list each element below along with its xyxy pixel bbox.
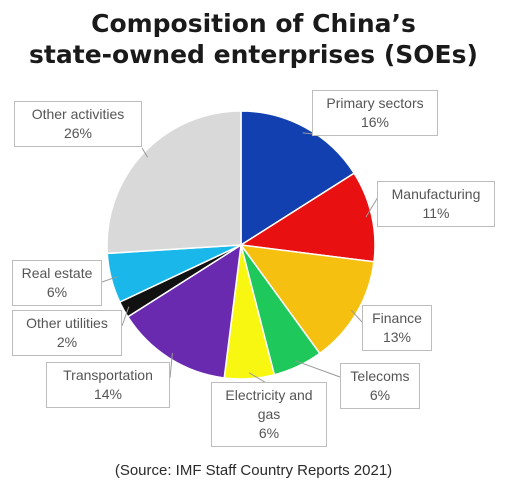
slice-label-value: 16% bbox=[360, 114, 390, 130]
slice-label: Other utilities 2% bbox=[12, 310, 122, 356]
slice-label: Telecoms 6% bbox=[340, 363, 420, 409]
pie-slice-manufacturing bbox=[238, 172, 376, 263]
slice-label-value: 26% bbox=[63, 125, 93, 141]
slice-label-name: Other activities bbox=[31, 106, 125, 122]
slice-label-value: 13% bbox=[382, 329, 412, 345]
leader-line bbox=[141, 147, 149, 158]
slice-label-value: 6% bbox=[369, 387, 391, 403]
slice-label-name: Transportation bbox=[63, 367, 153, 383]
pie-slice-finance bbox=[239, 244, 375, 355]
pie-slice-transportation bbox=[126, 243, 242, 379]
slice-label: Real estate 6% bbox=[12, 260, 102, 306]
slice-label: Other activities 26% bbox=[14, 101, 142, 147]
slice-label: Manufacturing 11% bbox=[377, 181, 495, 227]
chart-title-line-2: state-owned enterprises (SOEs) bbox=[29, 40, 478, 69]
leader-line bbox=[101, 276, 118, 283]
leader-line bbox=[121, 306, 130, 327]
slice-label-name: gas bbox=[257, 406, 281, 422]
slice-label: Transportation 14% bbox=[46, 362, 170, 408]
slice-label: Electricity and gas 6% bbox=[211, 382, 327, 447]
chart-title: Composition of China’s state-owned enter… bbox=[0, 8, 507, 70]
slice-label-value: 14% bbox=[93, 386, 123, 402]
slice-label: Finance 13% bbox=[362, 305, 432, 351]
leader-line bbox=[295, 360, 341, 378]
pie-slice-other-activities bbox=[106, 110, 242, 255]
slice-label-name: Telecoms bbox=[350, 368, 410, 384]
slice-label: Primary sectors 16% bbox=[312, 90, 438, 136]
slice-label-name: Real estate bbox=[21, 265, 93, 281]
pie-slice-primary-sectors bbox=[240, 110, 356, 247]
slice-label-name: Electricity and bbox=[225, 387, 313, 403]
slice-label-value: 2% bbox=[56, 334, 78, 350]
chart-title-line-1: Composition of China’s bbox=[91, 9, 416, 38]
slice-label-name: Other utilities bbox=[26, 315, 108, 331]
slice-label-name: Finance bbox=[372, 310, 422, 326]
slice-label-name: Primary sectors bbox=[326, 95, 424, 111]
slice-label-value: 11% bbox=[422, 205, 450, 221]
source-note: (Source: IMF Staff Country Reports 2021) bbox=[114, 462, 393, 479]
slice-label-name: Manufacturing bbox=[391, 186, 481, 202]
leader-line bbox=[365, 196, 379, 218]
slice-label-value: 6% bbox=[258, 425, 280, 441]
leader-line bbox=[169, 353, 173, 379]
leader-line bbox=[350, 309, 363, 323]
slice-label-value: 6% bbox=[46, 284, 68, 300]
